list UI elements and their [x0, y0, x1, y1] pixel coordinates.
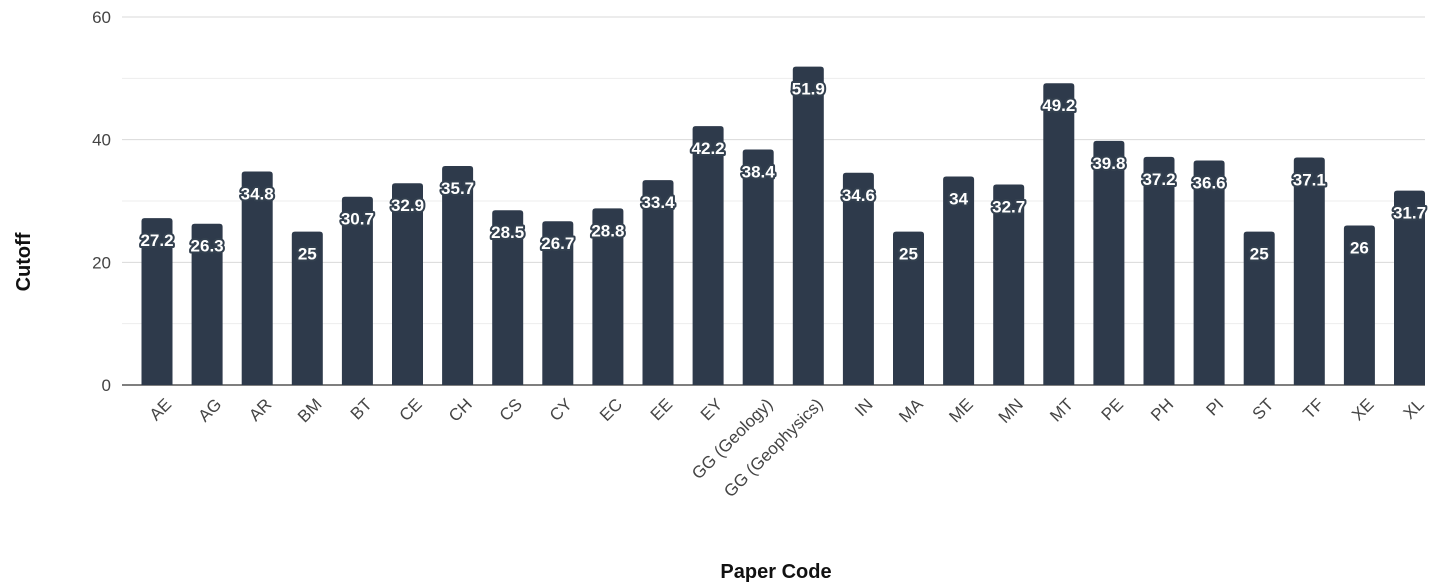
data-label: 27.2: [140, 231, 173, 250]
data-label: 51.9: [792, 80, 825, 99]
bar: [993, 184, 1025, 385]
data-label: 28.8: [591, 221, 624, 240]
y-axis-title: Cutoff: [13, 232, 35, 291]
bar: [1093, 140, 1125, 385]
data-label: 38.4: [742, 162, 776, 181]
y-tick-label: 0: [102, 376, 111, 395]
data-label: 26.7: [541, 234, 574, 253]
data-label: 36.6: [1193, 174, 1226, 193]
bar: [1243, 231, 1275, 385]
x-tick-label: AG: [195, 395, 226, 426]
data-label: 42.2: [692, 139, 725, 158]
x-tick-label: BM: [294, 395, 325, 426]
bar: [742, 149, 774, 385]
data-label: 26: [1350, 239, 1369, 258]
x-tick-label: EE: [647, 395, 676, 424]
bar: [392, 183, 423, 385]
x-tick-label: AE: [146, 395, 175, 424]
data-label: 26.3: [191, 237, 224, 256]
x-tick-label: EY: [697, 395, 726, 424]
x-tick-label: BT: [347, 395, 376, 424]
bar: [191, 223, 223, 385]
data-label: 49.2: [1042, 96, 1075, 115]
bar: [341, 196, 373, 385]
x-tick-label: CH: [445, 395, 476, 426]
data-label: 25: [298, 245, 317, 264]
bar: [1343, 225, 1375, 385]
bar: [1193, 160, 1225, 385]
x-tick-label: EC: [596, 395, 626, 425]
data-label: 37.2: [1142, 170, 1175, 189]
x-tick-label: ME: [945, 395, 976, 426]
x-axis-title: Paper Code: [720, 561, 831, 583]
bar: [542, 221, 574, 385]
data-label: 25: [899, 245, 918, 264]
bars: [141, 66, 1425, 386]
y-tick-label: 40: [92, 131, 111, 150]
data-labels: 27.2 26.3 34.8 25 30.7 32.9 35.7 28.5 26.7 28.8 33…: [138, 78, 1428, 266]
bar: [1143, 156, 1175, 385]
x-tick-label: CS: [496, 395, 526, 425]
data-label: 31.7: [1393, 204, 1426, 223]
x-tick-label: CY: [546, 395, 576, 425]
x-tick-label: CE: [396, 395, 426, 425]
bar: [442, 166, 474, 385]
bar: [792, 66, 824, 386]
y-tick-label: 20: [92, 253, 111, 272]
y-axis-ticks: 0 20 40 60: [92, 8, 111, 395]
x-tick-label: ST: [1249, 395, 1278, 424]
bar: [241, 171, 273, 385]
data-label: 37.1: [1293, 170, 1326, 189]
x-tick-label: MN: [995, 395, 1027, 427]
data-label: 32.9: [391, 196, 424, 215]
x-tick-label: PH: [1147, 395, 1177, 425]
x-tick-label: AR: [245, 395, 275, 425]
bar: [291, 231, 323, 385]
bar: [592, 208, 624, 385]
data-label: 34.6: [842, 186, 875, 205]
data-label: 34: [949, 189, 968, 208]
x-tick-label: IN: [851, 395, 876, 420]
bar: [842, 172, 874, 385]
bar: [943, 176, 975, 385]
x-tick-label: MA: [895, 394, 927, 426]
data-label: 33.4: [641, 193, 675, 212]
data-label: 34.8: [241, 185, 274, 204]
bar: [141, 218, 173, 385]
x-tick-label: PI: [1203, 395, 1228, 420]
data-label: 28.5: [491, 223, 524, 242]
bar: [692, 126, 724, 385]
x-tick-label: MT: [1046, 395, 1077, 426]
data-label: 25: [1250, 245, 1269, 264]
x-tick-label: XL: [1400, 395, 1428, 423]
data-label: 39.8: [1092, 154, 1125, 173]
data-label: 32.7: [992, 197, 1025, 216]
bar: [492, 210, 524, 385]
x-tick-label: XE: [1348, 395, 1377, 424]
bar: [1394, 190, 1425, 385]
bar: [1043, 83, 1075, 386]
bar: [893, 231, 924, 385]
x-tick-label: TF: [1299, 395, 1327, 423]
bar: [1293, 157, 1325, 385]
bar: [642, 180, 674, 385]
data-label: 30.7: [341, 210, 374, 229]
data-label: 35.7: [441, 179, 474, 198]
y-tick-label: 60: [92, 8, 111, 27]
x-tick-label: PE: [1098, 395, 1127, 424]
